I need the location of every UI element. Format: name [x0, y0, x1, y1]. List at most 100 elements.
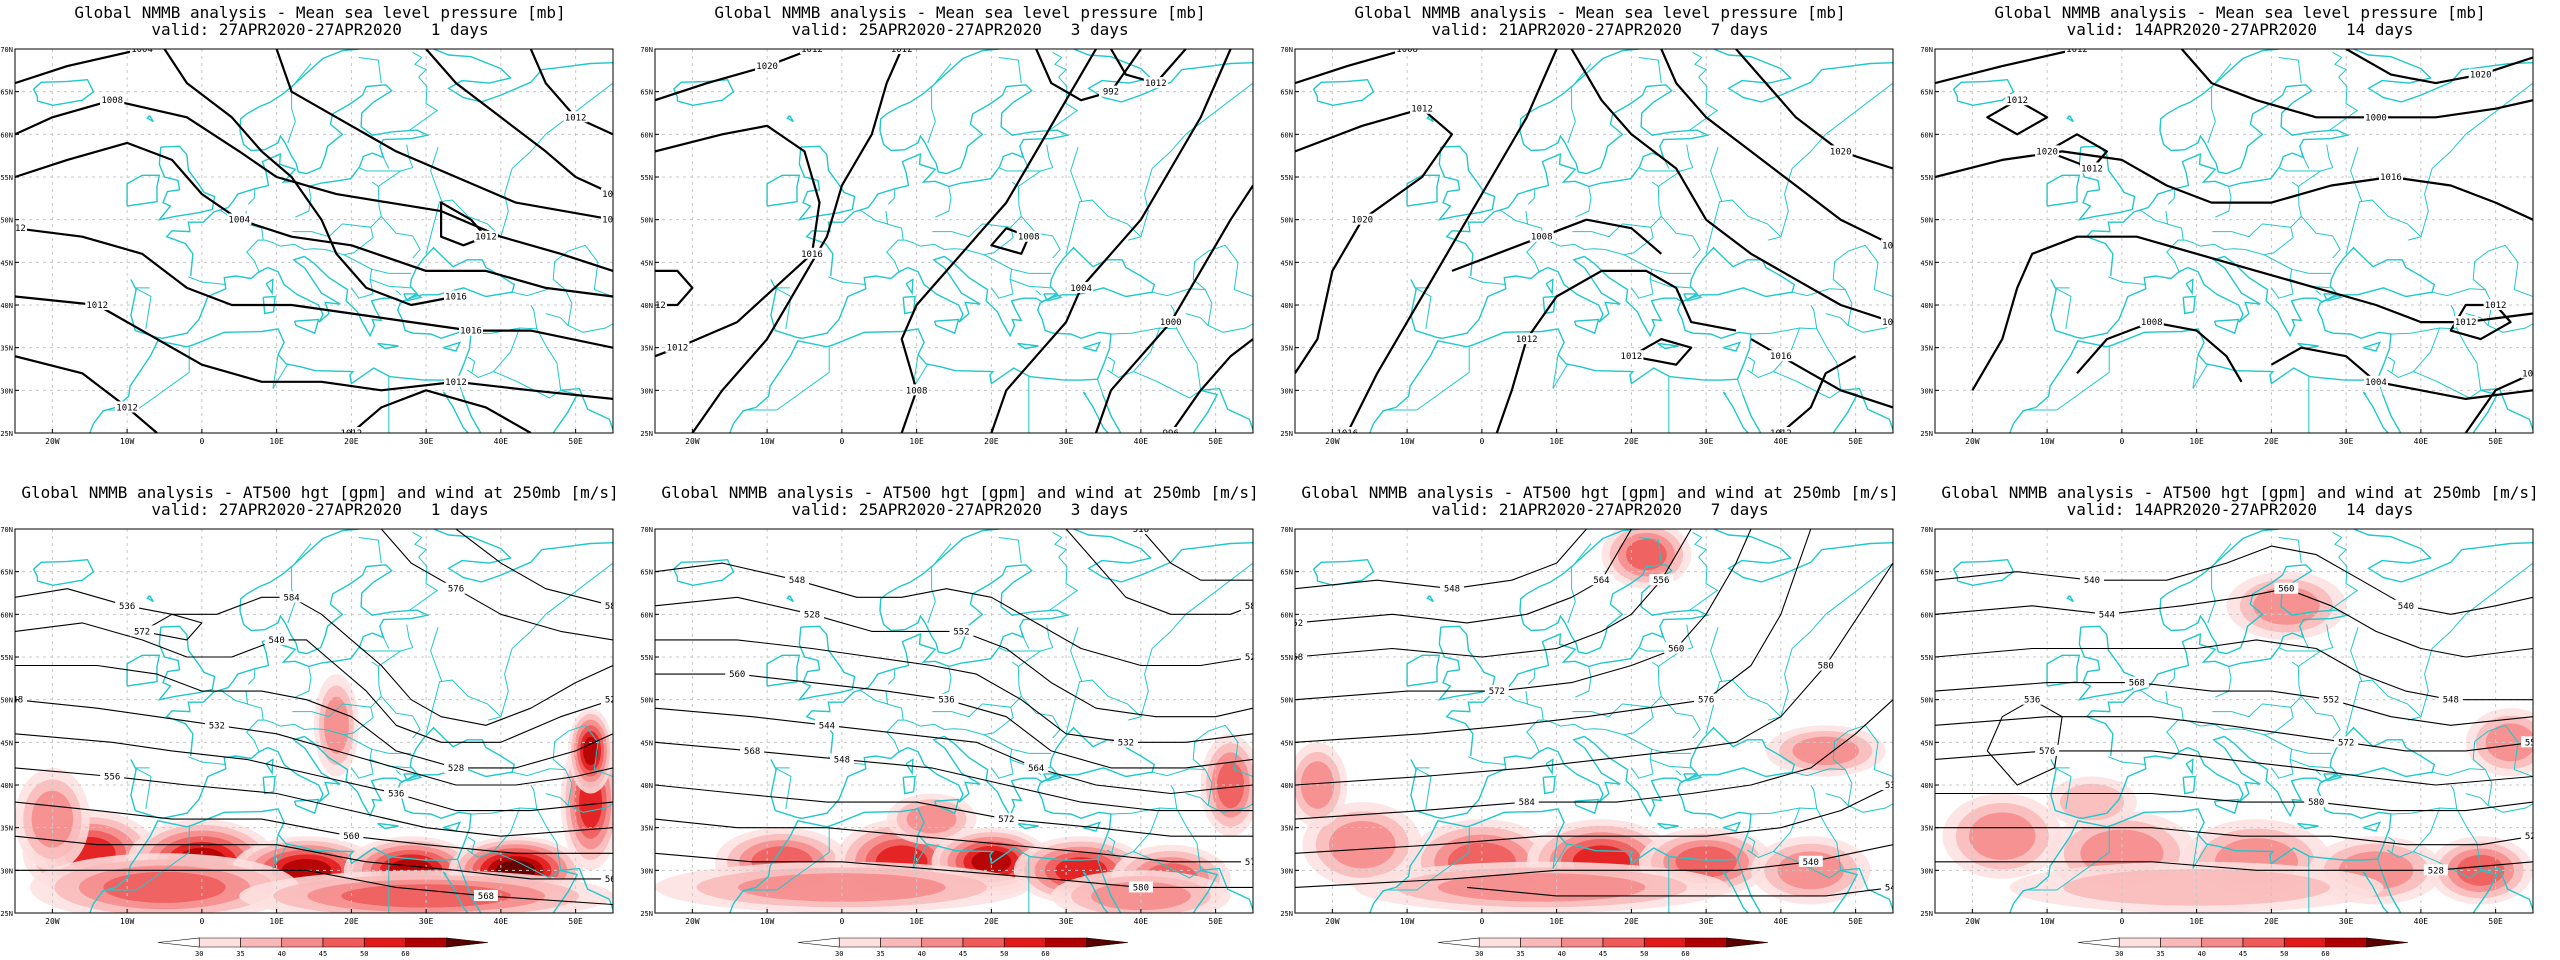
colorbar-tick-label: 35: [876, 950, 884, 958]
country-border: [887, 669, 896, 685]
contour-label: 552: [2323, 696, 2339, 706]
latitude-label: 50N: [0, 697, 13, 705]
colorbar-tick-label: 40: [1558, 950, 1566, 958]
country-border: [2390, 304, 2458, 335]
latitude-label: 35N: [0, 825, 13, 833]
contour-label-bg: [1514, 796, 1539, 808]
country-border: [425, 679, 502, 734]
colorbar-swatch: [838, 937, 881, 948]
country-border: [430, 626, 443, 682]
contour-label-bg: [2483, 299, 2508, 310]
map-layers: 5365405445485525565605645685725765805845…: [15, 529, 613, 913]
longitude-label: 40E: [494, 917, 509, 926]
latitude-label: 55N: [1920, 654, 1933, 662]
country-border: [358, 537, 382, 564]
country-border: [1133, 851, 1201, 879]
contour-label: 992: [1103, 88, 1119, 98]
country-border: [776, 826, 830, 891]
contour-label-bg: [725, 668, 750, 680]
country-border: [2377, 859, 2384, 875]
country-border: [2140, 209, 2169, 225]
coastline: [805, 49, 1074, 277]
country-border: [775, 767, 792, 809]
country-border: [545, 793, 569, 806]
coastline: [1083, 341, 1102, 352]
z500-panel-3days: Global NMMB analysis - AT500 hgt [gpm] a…: [640, 480, 1280, 960]
latitude-label: 55N: [0, 174, 13, 182]
coastline: [2353, 529, 2533, 583]
isobar-contour: [655, 124, 821, 358]
coastline: [146, 595, 154, 603]
country-border: [500, 562, 613, 717]
country-border: [1658, 624, 1694, 667]
isobar-contour: [2076, 321, 2243, 383]
country-border: [2329, 531, 2359, 611]
latitude-label: 65N: [1920, 569, 1933, 577]
coastline: [1082, 871, 1109, 913]
country-border: [1623, 734, 1654, 779]
coastline: [165, 529, 434, 757]
contour-label-bg: [1664, 642, 1689, 654]
longitude-label: 50E: [1208, 437, 1223, 446]
contour-label-bg: [1335, 427, 1360, 433]
coastline: [2382, 874, 2402, 913]
contour-label: 540: [2398, 602, 2414, 612]
country-border: [927, 63, 952, 144]
country-border: [1623, 254, 1654, 299]
country-border: [1575, 667, 1592, 698]
contour-label: 528: [2428, 866, 2444, 876]
wind-shading-band: [1792, 736, 1859, 766]
isobar-contour: [350, 389, 532, 433]
coastline: [293, 798, 320, 815]
country-border: [1176, 328, 1202, 391]
contour-label-bg: [2079, 162, 2104, 174]
height-contour: [1935, 750, 2533, 786]
isobar-contour: [1495, 269, 1737, 433]
colorbar-tick-label: 50: [1000, 950, 1008, 958]
isobar-contour: [2464, 372, 2533, 433]
panel-valid-range: valid: 21APR2020-27APR2020 7 days: [1431, 20, 1769, 39]
contour-label-bg: [2468, 68, 2493, 80]
height-contour: [1065, 529, 1253, 615]
latitude-label: 25N: [0, 910, 13, 918]
coastline: [1437, 625, 1496, 701]
country-border: [1049, 51, 1079, 131]
country-border: [1575, 187, 1592, 218]
latitude-label: 30N: [640, 387, 653, 395]
coastline: [1542, 775, 1556, 795]
coastline: [2213, 798, 2240, 815]
height-contour: [15, 622, 613, 743]
coastline: [1722, 391, 1749, 433]
wind-shading-band: [2253, 586, 2320, 625]
coastline: [2046, 654, 2081, 687]
colorbar-swatch: [797, 937, 840, 948]
map-frame: [14, 48, 614, 434]
country-border: [1018, 624, 1054, 667]
longitude-label: 20W: [1325, 437, 1340, 446]
country-border: [2431, 768, 2486, 777]
height-contour: [15, 733, 613, 812]
contour-label: 556: [2525, 738, 2541, 748]
mslp-panel-14days: Global NMMB analysis - Mean sea level pr…: [1920, 0, 2560, 480]
isobar-contour: [1735, 49, 1893, 170]
wind-shading-band: [583, 736, 599, 766]
contour-label-bg: [1768, 350, 1793, 362]
coastline: [165, 49, 434, 277]
contour-label: 1008: [1531, 233, 1553, 243]
country-border: [1638, 537, 1662, 564]
country-border: [1527, 189, 1536, 205]
colorbar-swatch: [2077, 937, 2120, 948]
panel-title: Global NMMB analysis - Mean sea level pr…: [74, 3, 566, 22]
contour-label-bg: [2035, 145, 2060, 157]
latitude-label: 70N: [0, 526, 13, 534]
country-border: [1737, 859, 1744, 875]
contour-label: 1016: [1336, 429, 1358, 439]
coastline: [265, 278, 274, 296]
height-contour: [1935, 682, 2533, 726]
latitude-label: 55N: [0, 654, 13, 662]
country-border: [2420, 562, 2533, 717]
country-border: [409, 51, 439, 131]
latitude-label: 65N: [640, 569, 653, 577]
height-contour: [380, 529, 613, 641]
contour-label-bg: [1350, 213, 1375, 225]
